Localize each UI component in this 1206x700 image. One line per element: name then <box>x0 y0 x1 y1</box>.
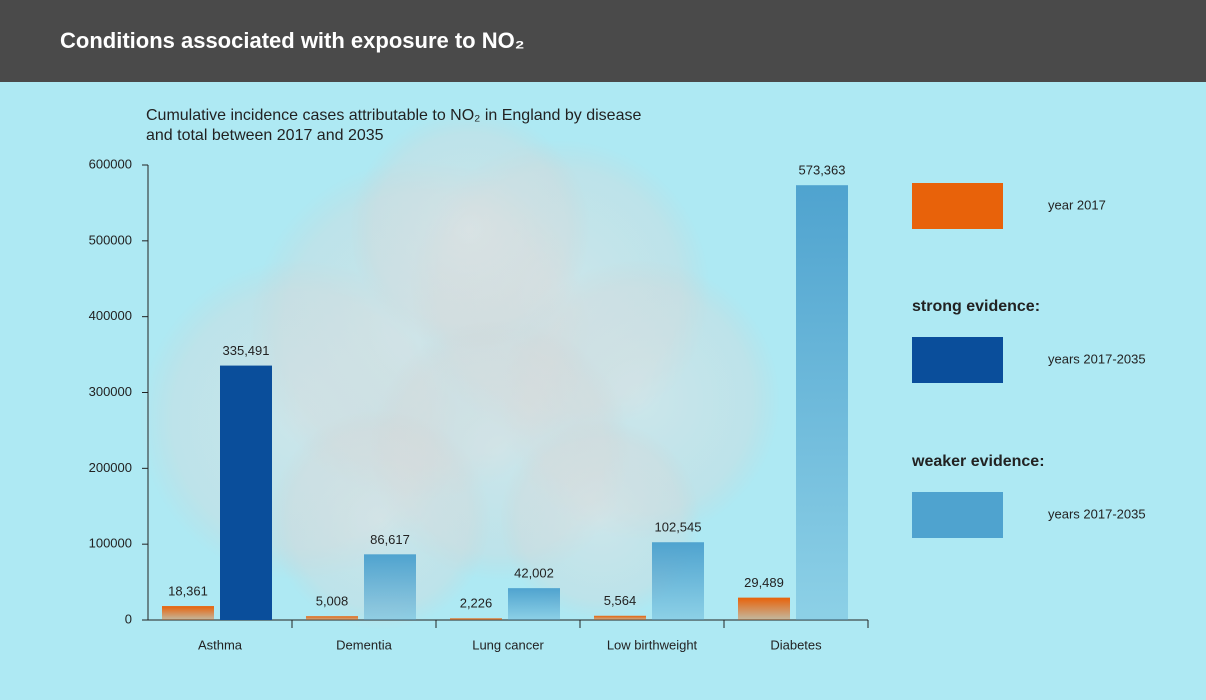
x-tick-label: Low birthweight <box>607 637 698 652</box>
value-label: 2,226 <box>460 596 493 611</box>
y-tick-label: 100000 <box>89 536 132 551</box>
bar <box>220 365 272 620</box>
value-label: 5,564 <box>604 593 637 608</box>
chart-subtitle: Cumulative incidence cases attributable … <box>146 107 642 144</box>
legend-swatch <box>912 183 1003 229</box>
value-label: 573,363 <box>799 163 846 178</box>
bar <box>162 606 214 620</box>
value-label: 5,008 <box>316 594 349 609</box>
value-label: 102,545 <box>655 520 702 535</box>
bar <box>364 554 416 620</box>
legend-swatch <box>912 492 1003 538</box>
y-tick-label: 0 <box>125 611 132 626</box>
x-tick-label: Lung cancer <box>472 637 544 652</box>
clouds <box>140 110 780 630</box>
value-label: 29,489 <box>744 575 784 590</box>
chart-title: Conditions associated with exposure to N… <box>60 28 525 53</box>
legend-label: years 2017-2035 <box>1048 506 1146 521</box>
y-tick-label: 500000 <box>89 232 132 247</box>
bar <box>738 597 790 620</box>
header: Conditions associated with exposure to N… <box>0 0 1206 82</box>
bar <box>652 542 704 620</box>
bar <box>306 616 358 620</box>
legend-swatch <box>912 337 1003 383</box>
legend-label: years 2017-2035 <box>1048 351 1146 366</box>
bar <box>450 618 502 620</box>
bar <box>796 185 848 621</box>
y-tick-label: 200000 <box>89 460 132 475</box>
x-tick-label: Asthma <box>198 637 243 652</box>
bar <box>594 615 646 620</box>
legend-group: strong evidence: <box>912 298 1040 315</box>
legend-group: weaker evidence: <box>911 453 1045 470</box>
bar <box>508 588 560 620</box>
legend-label: year 2017 <box>1048 197 1106 212</box>
value-label: 335,491 <box>223 343 270 358</box>
value-label: 18,361 <box>168 584 208 599</box>
x-tick-label: Diabetes <box>770 637 822 652</box>
y-tick-label: 600000 <box>89 156 132 171</box>
value-label: 86,617 <box>370 532 410 547</box>
y-tick-label: 300000 <box>89 384 132 399</box>
x-tick-label: Dementia <box>336 637 392 652</box>
y-tick-label: 400000 <box>89 308 132 323</box>
value-label: 42,002 <box>514 566 554 581</box>
